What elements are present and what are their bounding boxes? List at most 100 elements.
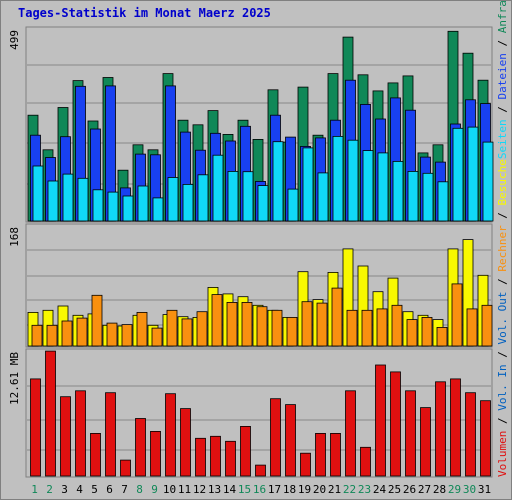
x-tick-label-day-30: 30: [463, 483, 476, 496]
bar-rechner-day-1: [31, 324, 43, 347]
x-tick-label-day-22: 22: [343, 483, 356, 496]
x-tick-label-day-15: 15: [238, 483, 251, 496]
legend-dateien: Dateien: [496, 53, 509, 99]
bar-rechner-day-6: [106, 322, 118, 347]
bar-rechner-day-27: [421, 316, 433, 347]
bar-volumen-day-5: [90, 432, 101, 477]
bar-volumen-day-31: [480, 400, 491, 477]
bar-seiten-day-24: [377, 152, 389, 222]
x-tick-label-day-8: 8: [136, 483, 143, 496]
bar-seiten-day-25: [392, 160, 404, 222]
bar-volumen-day-29: [450, 378, 461, 477]
bar-seiten-day-19: [302, 147, 314, 222]
bar-rechner-day-8: [136, 311, 148, 347]
bar-seiten-day-10: [167, 177, 179, 222]
x-tick-label-day-19: 19: [298, 483, 311, 496]
x-tick-label-day-4: 4: [76, 483, 83, 496]
bar-rechner-day-16: [256, 306, 268, 347]
legend-volumen: Volumen: [496, 431, 509, 477]
bar-seiten-day-11: [182, 183, 194, 222]
x-tick-label-day-20: 20: [313, 483, 326, 496]
bar-seiten-day-23: [362, 150, 374, 222]
bar-rechner-day-17: [271, 309, 283, 347]
bar-seiten-day-4: [77, 177, 89, 222]
bar-seiten-day-9: [152, 197, 164, 222]
bar-rechner-day-15: [241, 301, 253, 347]
chart-title: Tages-Statistik im Monat Maerz 2025: [18, 6, 271, 20]
bar-volumen-day-24: [375, 364, 386, 477]
bar-rechner-day-29: [451, 283, 463, 347]
legend-sep: /: [496, 411, 509, 431]
bar-seiten-day-30: [467, 126, 479, 222]
legend-vol-out: Vol. Out: [496, 292, 509, 345]
bar-volumen-day-12: [195, 437, 206, 477]
bar-seiten-day-13: [212, 154, 224, 222]
x-tick-label-day-31: 31: [478, 483, 491, 496]
bar-rechner-day-26: [406, 319, 418, 347]
bar-rechner-day-13: [211, 294, 223, 347]
bar-seiten-day-20: [317, 172, 329, 222]
bar-rechner-day-21: [331, 287, 343, 347]
x-tick-label-day-27: 27: [418, 483, 431, 496]
bar-seiten-day-3: [62, 173, 74, 222]
bar-volumen-day-20: [315, 432, 326, 477]
x-tick-label-day-29: 29: [448, 483, 461, 496]
bar-rechner-day-3: [61, 320, 73, 347]
bar-volumen-day-23: [360, 446, 371, 477]
legend-sep: /: [496, 345, 509, 365]
bar-rechner-day-2: [46, 324, 58, 347]
x-tick-label-day-21: 21: [328, 483, 341, 496]
bar-seiten-day-29: [452, 127, 464, 222]
bar-volumen-day-17: [270, 398, 281, 477]
bar-rechner-day-14: [226, 301, 238, 347]
bar-rechner-day-20: [316, 302, 328, 347]
bar-rechner-day-24: [376, 308, 388, 347]
bar-seiten-day-18: [287, 188, 299, 222]
legend-sep: /: [496, 33, 509, 53]
bar-rechner-day-10: [166, 309, 178, 347]
x-axis-labels: 1 2 3 4 5 6 7 8 9 10 11 12 13 14 15 16 17 18 19 20 21 22 23 24 2…: [31, 483, 491, 496]
x-tick-label-day-2: 2: [46, 483, 53, 496]
legend-seiten: Seiten: [496, 119, 509, 159]
bar-seiten-day-5: [92, 189, 104, 222]
legend-sep: /: [496, 272, 509, 292]
bar-volumen-day-21: [330, 432, 341, 477]
bar-volumen-day-6: [105, 392, 116, 477]
bar-volumen-day-1: [30, 378, 41, 477]
y-tick-label-panel-2: 168: [8, 227, 21, 247]
x-tick-label-day-11: 11: [178, 483, 191, 496]
bar-seiten-day-12: [197, 174, 209, 222]
bar-volumen-day-3: [60, 396, 71, 477]
bar-seiten-day-15: [242, 171, 254, 222]
x-tick-label-day-5: 5: [91, 483, 98, 496]
y-tick-label-panel-3: 12.61 MB: [8, 352, 21, 405]
bar-rechner-day-7: [121, 324, 133, 347]
legend-besuche: Besuche: [496, 159, 509, 205]
bar-seiten-day-16: [257, 185, 269, 222]
bar-volumen-day-13: [210, 435, 221, 477]
bar-rechner-day-4: [76, 317, 88, 347]
x-tick-label-day-28: 28: [433, 483, 446, 496]
x-tick-label-day-23: 23: [358, 483, 371, 496]
bar-volumen-day-18: [285, 404, 296, 477]
bar-seiten-day-21: [332, 135, 344, 222]
bar-seiten-day-17: [272, 141, 284, 222]
bar-rechner-day-28: [436, 326, 448, 347]
bar-rechner-day-30: [466, 308, 478, 347]
bar-rechner-day-19: [301, 301, 313, 347]
bar-volumen-day-15: [240, 425, 251, 477]
bar-rechner-day-25: [391, 304, 403, 347]
legend-text: Volumen / Vol. In / Vol. Out / Rechner /…: [496, 0, 509, 477]
bar-seiten-day-8: [137, 185, 149, 222]
legend-sep: /: [496, 99, 509, 119]
x-tick-label-day-13: 13: [208, 483, 221, 496]
bar-volumen-day-4: [75, 390, 86, 477]
chart-bars: [27, 30, 494, 477]
bar-volumen-day-26: [405, 390, 416, 477]
x-tick-label-day-1: 1: [31, 483, 38, 496]
bar-volumen-day-10: [165, 393, 176, 477]
bar-volumen-day-19: [300, 452, 311, 477]
y-tick-label-panel-1: 499: [8, 30, 21, 50]
bar-volumen-day-25: [390, 371, 401, 477]
